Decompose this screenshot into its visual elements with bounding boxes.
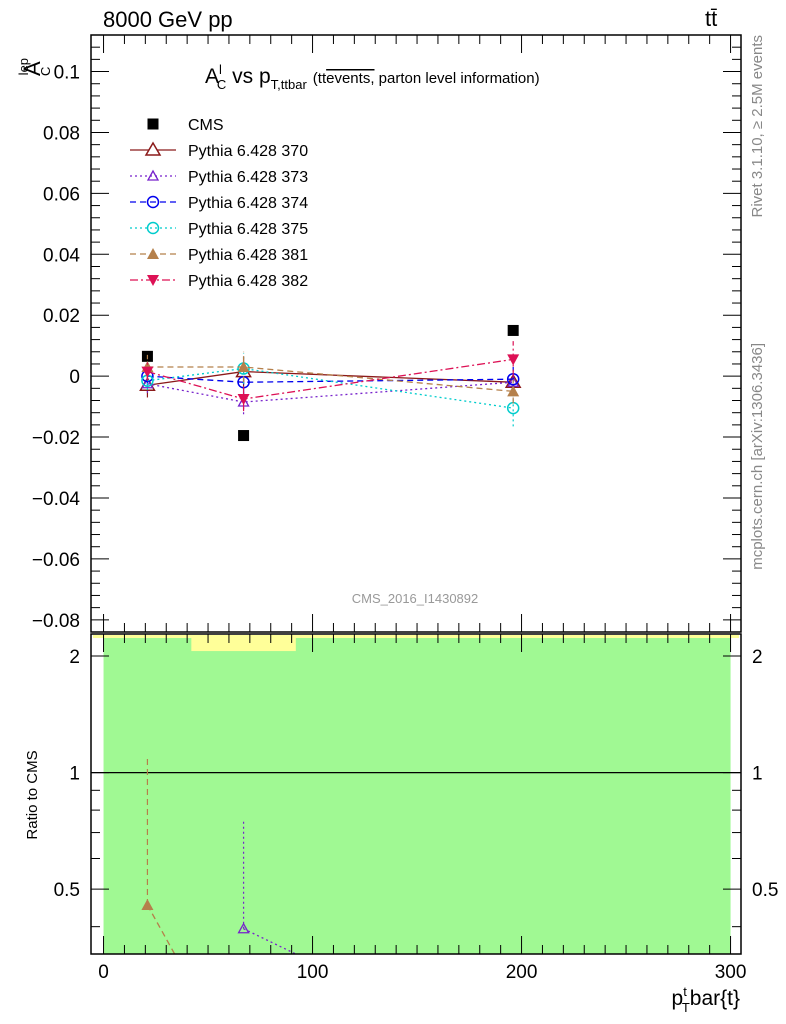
legend: CMS Pythia 6.428 370 Pythia 6.428 373 Pythi…	[130, 117, 308, 290]
ratio-yellow-band	[191, 636, 296, 652]
energy-label: 8000 GeV pp	[103, 7, 233, 32]
legend-label: Pythia 6.428 382	[188, 273, 308, 290]
series-line	[147, 375, 514, 383]
legend-marker	[147, 275, 159, 286]
legend-item: Pythia 6.428 374	[130, 195, 308, 212]
y-tick-label: 0.1	[54, 63, 80, 84]
y-tick-label: 0.08	[43, 123, 80, 144]
x-tick-label: 0	[98, 962, 109, 983]
upper-y-ticks: −0.08 −0.06 −0.04 −0.02 0 0.02 0.04 0.06 0.08 0.1	[32, 46, 741, 633]
process-label: tt̄	[705, 6, 718, 31]
ratio-y-tick-label-right: 0.5	[752, 880, 778, 901]
ratio-green-band	[103, 636, 731, 954]
analysis-watermark: CMS_2016_I1430892	[352, 591, 479, 606]
ratio-series-pythia-6-428-373	[237, 819, 297, 955]
legend-marker	[146, 195, 160, 209]
y-tick-label: 0.06	[43, 184, 80, 205]
legend-item: Pythia 6.428 382	[130, 273, 308, 290]
ratio-point	[141, 899, 154, 911]
ratio-y-tick-label: 0.5	[54, 880, 80, 901]
lower-x-ticks: 0 100 200 300	[98, 634, 746, 983]
rivet-label: Rivet 3.1.10, ≥ 2.5M events	[749, 35, 766, 218]
data-point	[237, 393, 250, 405]
upper-frame	[90, 34, 742, 633]
x-tick-label: 200	[506, 962, 538, 983]
data-point	[141, 366, 154, 378]
ratio-y-tick-label: 1	[69, 764, 80, 785]
mcplots-label: mcplots.cern.ch [arXiv:1306.3436]	[749, 343, 766, 570]
ratio-y-tick-label-right: 2	[752, 647, 763, 668]
legend-item: CMS	[147, 117, 224, 134]
legend-label: Pythia 6.428 374	[188, 195, 308, 212]
data-point	[238, 430, 250, 442]
series-pythia-6-428-370	[139, 356, 522, 398]
series-line	[147, 381, 514, 403]
legend-item: Pythia 6.428 375	[130, 221, 308, 238]
legend-marker	[146, 221, 160, 235]
y-tick-label: −0.04	[32, 489, 81, 510]
x-axis-label: pt Tbar{t}	[672, 984, 740, 1015]
upper-x-ticks	[103, 35, 732, 632]
plot-title: Al C vs pT,ttbar (ttevents, parton level i…	[205, 62, 540, 92]
y-tick-label: 0	[69, 367, 80, 388]
legend-label: Pythia 6.428 373	[188, 169, 308, 186]
legend-label: Pythia 6.428 381	[188, 247, 308, 264]
legend-marker	[144, 141, 162, 156]
series-line	[147, 366, 514, 393]
ratio-y-tick-label-right: 1	[752, 764, 763, 785]
y-tick-label: −0.06	[32, 550, 80, 571]
lower-y-axis-label: Ratio to CMS	[24, 750, 41, 839]
lower-frame	[90, 633, 742, 955]
upper-series	[139, 324, 522, 442]
ratio-top-strip	[93, 635, 739, 638]
x-tick-label: 100	[297, 962, 329, 983]
y-tick-label: −0.02	[32, 428, 80, 449]
legend-marker	[146, 169, 160, 181]
data-point	[507, 324, 519, 336]
legend-label: CMS	[188, 117, 224, 134]
series-pythia-6-428-382	[141, 341, 520, 412]
ratio-bands	[91, 635, 741, 954]
y-tick-label: 0.04	[43, 245, 80, 266]
series-pythia-6-428-375	[141, 353, 520, 427]
legend-item: Pythia 6.428 373	[130, 169, 308, 186]
ratio-point	[237, 922, 250, 934]
upper-y-axis-label: Alep C	[16, 58, 53, 76]
data-point	[507, 385, 520, 397]
legend-item: Pythia 6.428 381	[130, 247, 308, 264]
legend-marker	[147, 248, 159, 259]
legend-item: Pythia 6.428 370	[130, 141, 308, 160]
legend-label: Pythia 6.428 370	[188, 143, 308, 160]
y-tick-label: −0.08	[32, 611, 80, 632]
lower-y-ticks: 0.5 0.5 1 1 2 2	[54, 647, 778, 928]
ratio-series-pythia-6-428-381	[141, 755, 176, 955]
ratio-y-tick-label: 2	[69, 647, 80, 668]
y-tick-label: 0.02	[43, 306, 80, 327]
data-point	[141, 377, 154, 389]
series-cms	[141, 324, 519, 442]
data-point	[507, 354, 520, 366]
data-point	[237, 361, 250, 373]
x-tick-label: 300	[715, 962, 747, 983]
ratio-series	[141, 755, 297, 955]
legend-label: Pythia 6.428 375	[188, 221, 308, 238]
legend-marker	[147, 118, 159, 130]
